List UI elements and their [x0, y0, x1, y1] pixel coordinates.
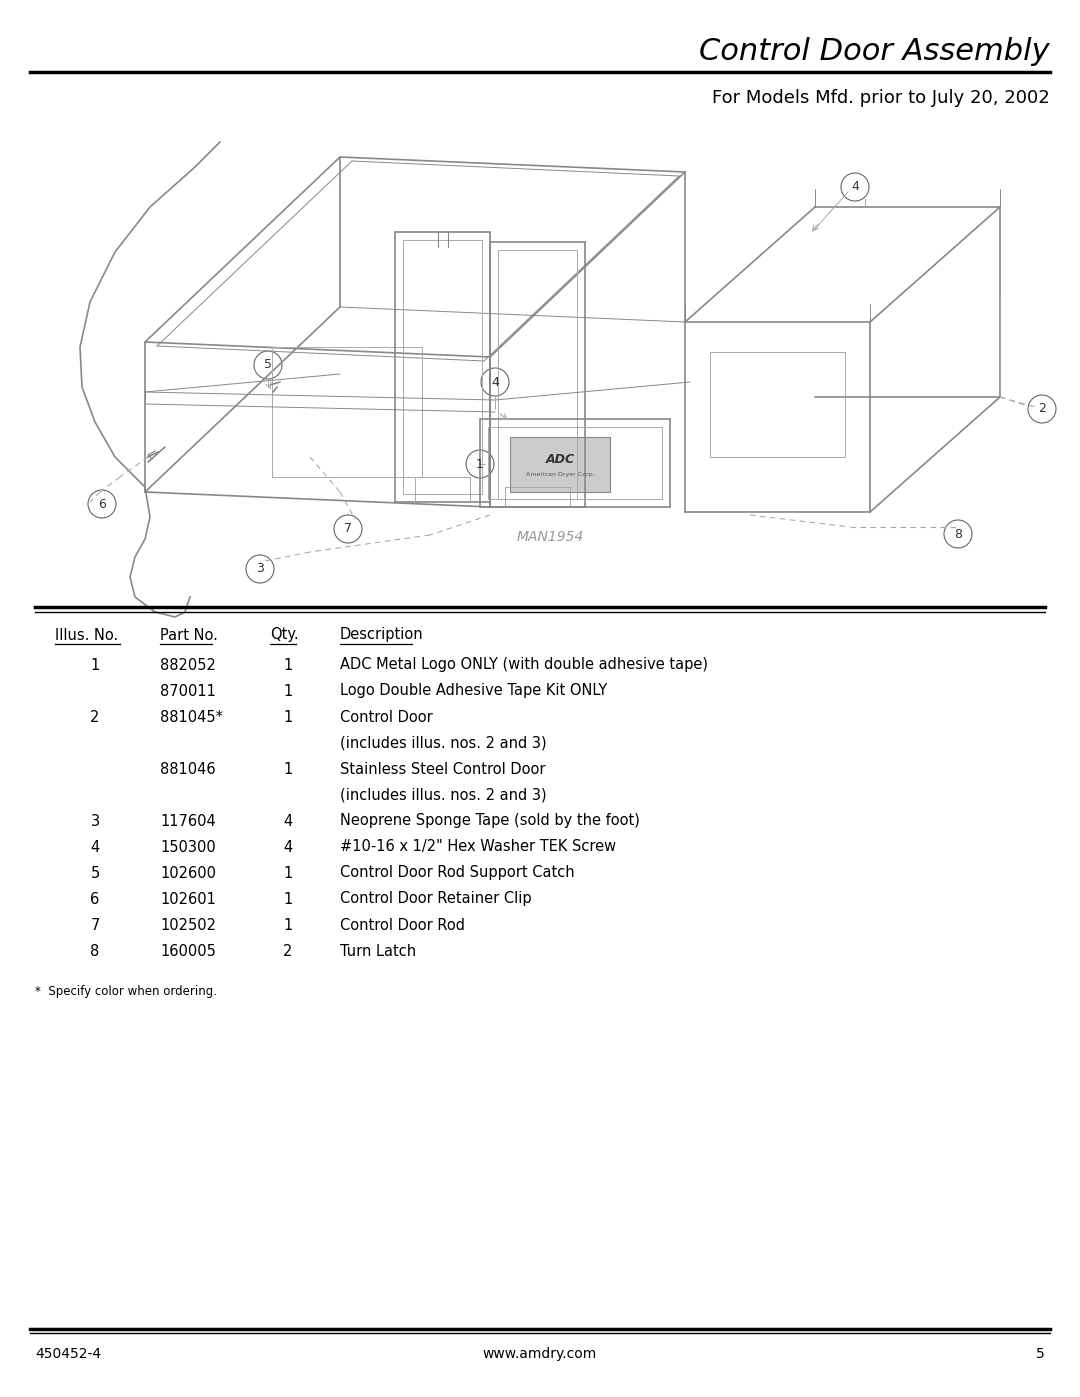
Text: 1: 1 [283, 683, 293, 698]
Text: American Dryer Corp.: American Dryer Corp. [526, 472, 594, 476]
Text: 870011: 870011 [160, 683, 216, 698]
Text: 2: 2 [283, 943, 293, 958]
Text: 102502: 102502 [160, 918, 216, 933]
Text: 5: 5 [264, 359, 272, 372]
Text: 7: 7 [345, 522, 352, 535]
Text: 150300: 150300 [160, 840, 216, 855]
Text: ADC: ADC [545, 453, 575, 467]
Text: 102601: 102601 [160, 891, 216, 907]
Text: 102600: 102600 [160, 866, 216, 880]
Text: 2: 2 [91, 710, 99, 725]
Text: 2: 2 [1038, 402, 1045, 415]
Text: 882052: 882052 [160, 658, 216, 672]
Text: 117604: 117604 [160, 813, 216, 828]
Text: 8: 8 [954, 528, 962, 541]
Text: 4: 4 [283, 813, 293, 828]
Text: For Models Mfd. prior to July 20, 2002: For Models Mfd. prior to July 20, 2002 [712, 89, 1050, 108]
Text: 6: 6 [98, 497, 106, 510]
Text: 1: 1 [283, 710, 293, 725]
Text: Qty.: Qty. [270, 627, 299, 643]
Text: (includes illus. nos. 2 and 3): (includes illus. nos. 2 and 3) [340, 788, 546, 802]
Text: 3: 3 [91, 813, 99, 828]
Text: Control Door Assembly: Control Door Assembly [700, 36, 1050, 66]
Text: 5: 5 [1036, 1347, 1045, 1361]
Text: Control Door: Control Door [340, 710, 433, 725]
Text: 1: 1 [476, 457, 484, 471]
Bar [510, 437, 610, 492]
Text: 6: 6 [91, 891, 99, 907]
Text: 1: 1 [91, 658, 99, 672]
Text: 3: 3 [256, 563, 264, 576]
Text: 4: 4 [851, 180, 859, 194]
Text: 4: 4 [283, 840, 293, 855]
Text: 881045*: 881045* [160, 710, 222, 725]
Text: MAN1954: MAN1954 [516, 529, 583, 543]
Text: 1: 1 [283, 761, 293, 777]
Text: 8: 8 [91, 943, 99, 958]
Text: *  Specify color when ordering.: * Specify color when ordering. [35, 985, 217, 997]
Text: #10-16 x 1/2" Hex Washer TEK Screw: #10-16 x 1/2" Hex Washer TEK Screw [340, 840, 616, 855]
Text: Turn Latch: Turn Latch [340, 943, 416, 958]
Text: 1: 1 [283, 918, 293, 933]
Text: ADC Metal Logo ONLY (with double adhesive tape): ADC Metal Logo ONLY (with double adhesiv… [340, 658, 708, 672]
Text: 160005: 160005 [160, 943, 216, 958]
Text: www.amdry.com: www.amdry.com [483, 1347, 597, 1361]
Text: 1: 1 [283, 891, 293, 907]
Text: 1: 1 [283, 658, 293, 672]
Text: Control Door Rod: Control Door Rod [340, 918, 465, 933]
Text: 1: 1 [283, 866, 293, 880]
Text: Control Door Rod Support Catch: Control Door Rod Support Catch [340, 866, 575, 880]
Text: Description: Description [340, 627, 423, 643]
Text: 881046: 881046 [160, 761, 216, 777]
Text: Logo Double Adhesive Tape Kit ONLY: Logo Double Adhesive Tape Kit ONLY [340, 683, 607, 698]
Text: Part No.: Part No. [160, 627, 218, 643]
Text: Control Door Retainer Clip: Control Door Retainer Clip [340, 891, 531, 907]
Text: Stainless Steel Control Door: Stainless Steel Control Door [340, 761, 545, 777]
Text: Neoprene Sponge Tape (sold by the foot): Neoprene Sponge Tape (sold by the foot) [340, 813, 639, 828]
Text: 5: 5 [91, 866, 99, 880]
Text: Illus. No.: Illus. No. [55, 627, 118, 643]
Text: 7: 7 [91, 918, 99, 933]
Text: (includes illus. nos. 2 and 3): (includes illus. nos. 2 and 3) [340, 735, 546, 750]
Text: 4: 4 [91, 840, 99, 855]
Text: 450452-4: 450452-4 [35, 1347, 102, 1361]
Text: 4: 4 [491, 376, 499, 388]
